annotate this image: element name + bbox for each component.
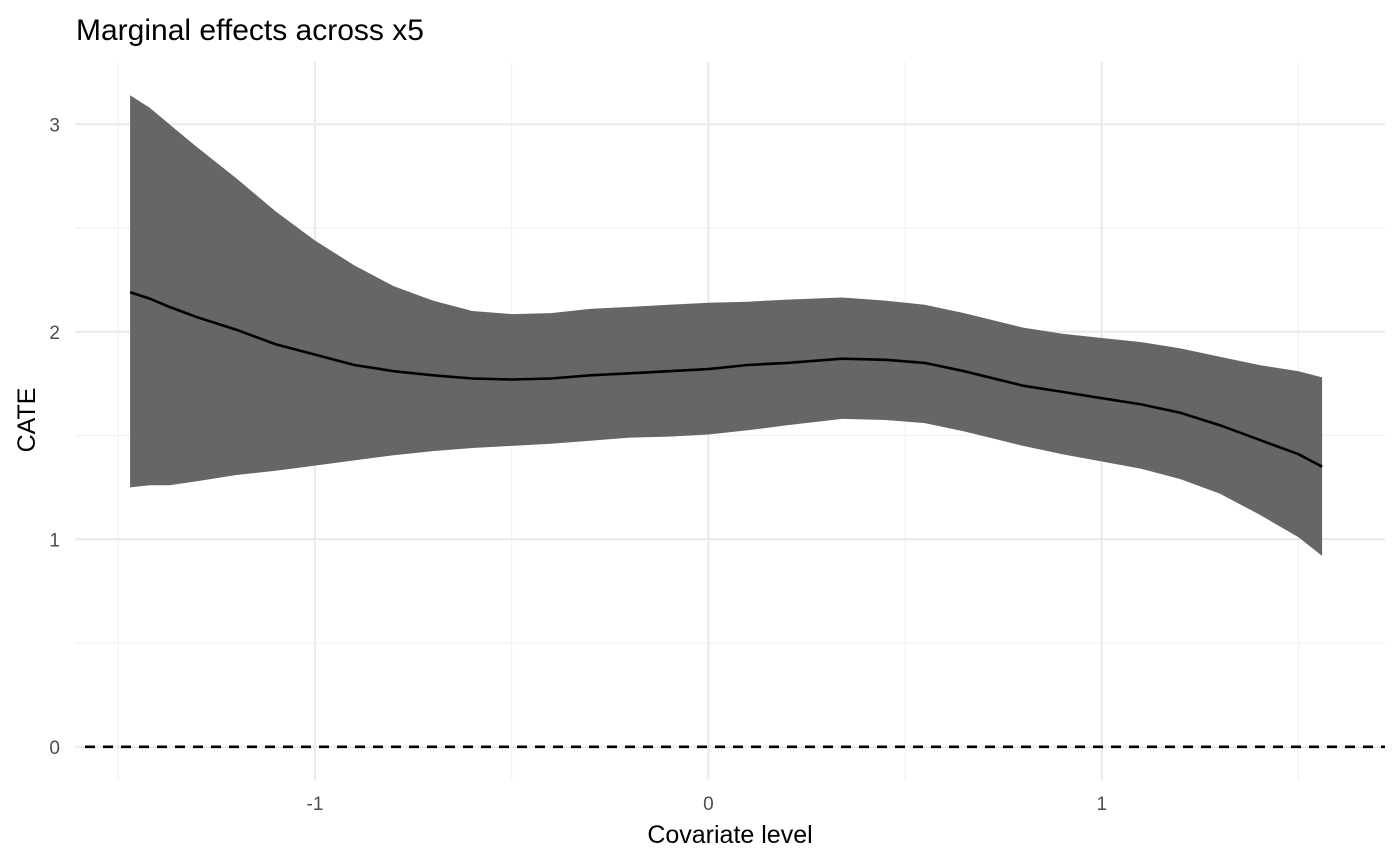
y-tick-label-3: 3 bbox=[49, 115, 60, 136]
y-tick-label-2: 2 bbox=[49, 323, 60, 344]
estimate-line bbox=[129, 291, 1323, 468]
x-tick-label-2: 1 bbox=[1096, 794, 1107, 815]
y-tick-labels: 0 1 2 3 bbox=[49, 115, 60, 759]
y-tick-label-0: 0 bbox=[49, 738, 60, 759]
x-tick-label-1: 0 bbox=[703, 794, 714, 815]
x-tick-labels: -1 0 1 bbox=[307, 794, 1108, 815]
confidence-band bbox=[130, 95, 1323, 556]
y-tick-label-1: 1 bbox=[49, 530, 60, 551]
x-axis-title: Covariate level bbox=[647, 821, 812, 849]
chart-title: Marginal effects across x5 bbox=[76, 14, 424, 47]
x-tick-label-0: -1 bbox=[307, 794, 324, 815]
y-axis-title: CATE bbox=[13, 388, 41, 453]
